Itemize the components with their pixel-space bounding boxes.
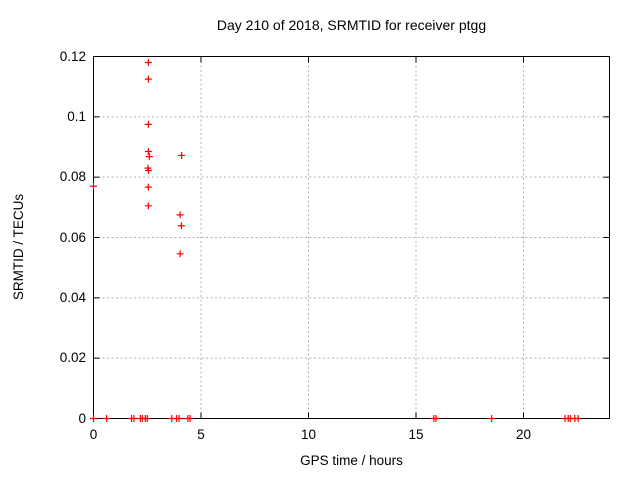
data-point-marker — [90, 182, 97, 190]
x-tick-label: 10 — [300, 427, 317, 442]
data-point-marker — [574, 415, 582, 422]
data-point-marker — [144, 202, 152, 210]
y-tick-label: 0.08 — [59, 169, 86, 185]
data-point-marker — [176, 250, 184, 258]
data-point-marker — [432, 415, 440, 422]
data-point-marker — [144, 75, 152, 83]
data-point-marker — [90, 415, 97, 422]
y-tick-label: 0.12 — [59, 48, 86, 64]
data-point-marker — [178, 151, 186, 159]
x-axis-label: GPS time / hours — [300, 453, 403, 468]
data-point-marker — [143, 415, 151, 422]
x-tick-label: 20 — [515, 427, 532, 442]
y-tick-label: 0 — [78, 410, 86, 426]
data-point-marker — [103, 415, 111, 422]
y-tick-label: 0.1 — [67, 108, 86, 124]
y-tick-label: 0.06 — [59, 229, 86, 245]
data-point-marker — [144, 59, 152, 67]
data-point-marker — [144, 120, 152, 128]
data-point-marker — [145, 153, 153, 161]
x-tick-label: 0 — [89, 427, 98, 442]
y-tick-label: 0.02 — [59, 350, 86, 366]
data-point-marker — [144, 183, 152, 191]
data-point-marker — [175, 415, 183, 422]
data-point-marker — [488, 415, 496, 422]
data-point-marker — [144, 148, 152, 156]
data-point-marker — [177, 222, 185, 230]
data-point-marker — [176, 211, 184, 219]
x-tick-label: 5 — [197, 427, 205, 442]
data-point-marker — [145, 167, 153, 175]
data-point-marker — [186, 415, 194, 422]
chart-title: Day 210 of 2018, SRMTID for receiver ptg… — [216, 17, 487, 33]
y-tick-label: 0.04 — [59, 289, 86, 305]
data-point-marker — [130, 415, 138, 422]
x-tick-label: 15 — [408, 427, 424, 442]
